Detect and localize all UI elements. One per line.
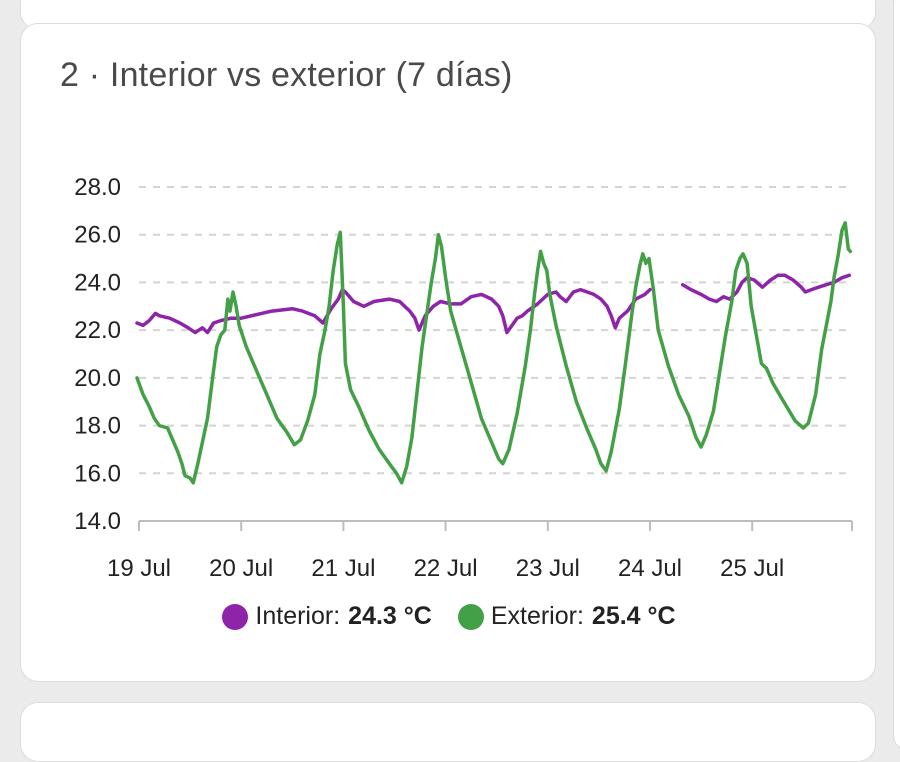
x-tick-label: 24 Jul — [618, 555, 682, 582]
series-line-interior — [135, 287, 652, 335]
legend-label-exterior: Exterior: — [490, 602, 584, 630]
chart-legend: Interior: 24.3 °C Exterior: 25.4 °C — [21, 602, 877, 631]
legend-item-exterior[interactable]: Exterior: 25.4 °C — [457, 602, 676, 631]
legend-item-interior[interactable]: Interior: 24.3 °C — [222, 602, 432, 631]
x-axis: 19 Jul 20 Jul 21 Jul 22 Jul 23 Jul 24 Jul 25 J… — [107, 520, 853, 582]
y-tick-label: 24.0 — [74, 269, 121, 296]
side-card — [893, 0, 900, 750]
next-card — [20, 702, 876, 762]
x-tick-label: 22 Jul — [414, 555, 478, 582]
x-tick-label: 20 Jul — [209, 555, 273, 582]
x-tick-label: 23 Jul — [516, 555, 580, 582]
temperature-chart: 14.0 16.0 18.0 20.0 22.0 24.0 26.0 28.0 19 Jul 2… — [74, 174, 853, 582]
y-tick-label: 14.0 — [74, 508, 121, 535]
x-tick-label: 19 Jul — [107, 555, 171, 582]
y-tick-label: 28.0 — [74, 174, 121, 201]
card-title: 2 · Interior vs exterior (7 días) — [60, 56, 513, 94]
x-tick-label: 25 Jul — [720, 555, 784, 582]
y-tick-label: 26.0 — [74, 222, 121, 249]
y-axis: 14.0 16.0 18.0 20.0 22.0 24.0 26.0 28.0 — [74, 174, 121, 535]
legend-value-interior: 24.3 °C — [348, 602, 432, 630]
series-line-interior — [680, 273, 852, 304]
y-tick-label: 20.0 — [74, 365, 121, 392]
legend-dot-exterior — [457, 603, 484, 630]
legend-dot-interior — [222, 603, 249, 630]
chart-grid — [139, 186, 851, 475]
y-tick-label: 22.0 — [74, 317, 121, 344]
y-tick-label: 18.0 — [74, 413, 121, 440]
chart-card: 2 · Interior vs exterior (7 días) 14.0 16… — [20, 23, 876, 682]
y-tick-label: 16.0 — [74, 460, 121, 487]
series-line-exterior — [135, 221, 853, 485]
legend-label-interior: Interior: — [255, 602, 341, 630]
legend-value-exterior: 25.4 °C — [591, 602, 676, 630]
chart-series — [135, 221, 853, 485]
x-tick-label: 21 Jul — [311, 555, 375, 582]
